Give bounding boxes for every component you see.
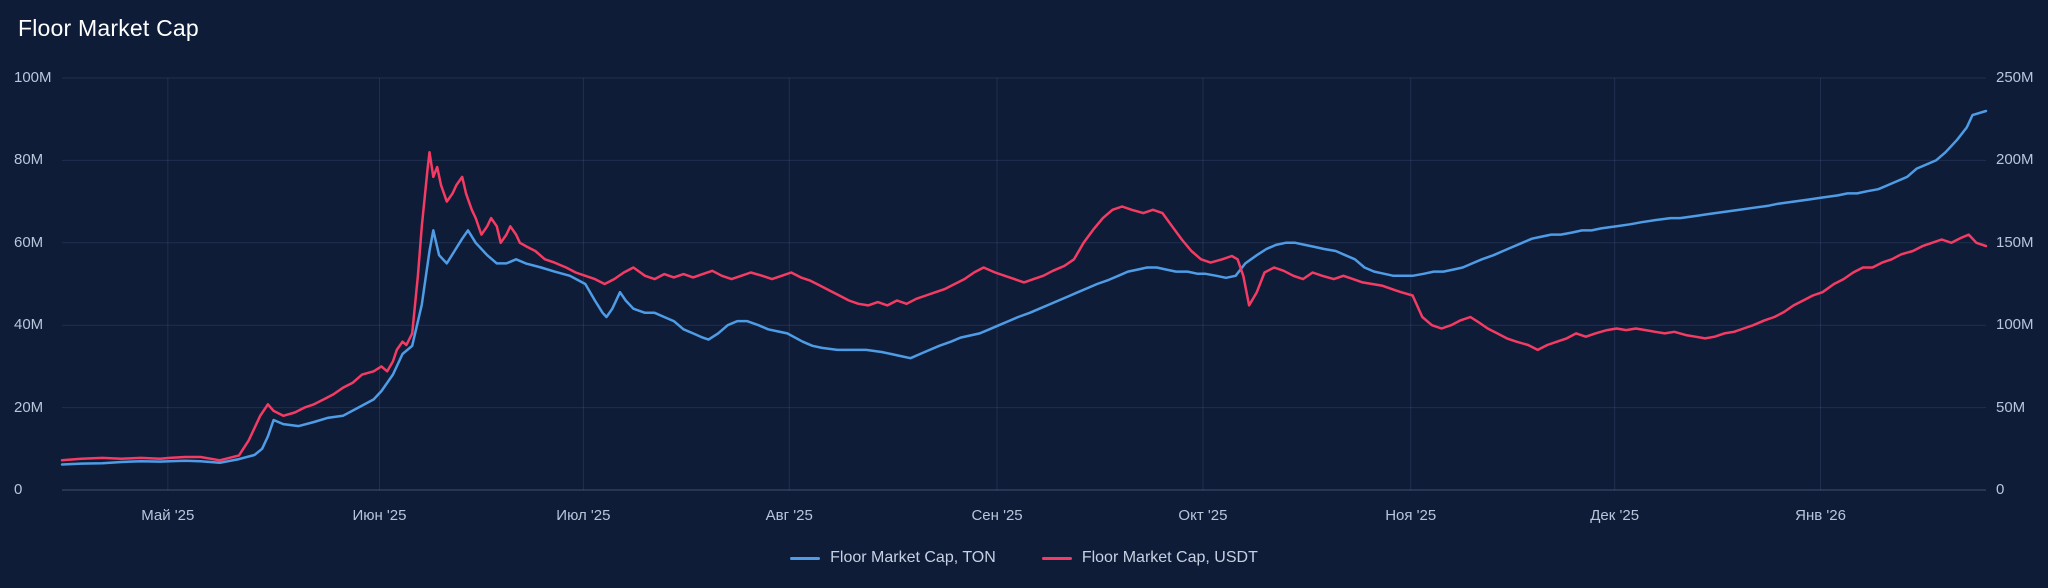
legend-item-ton[interactable]: Floor Market Cap, TON: [790, 549, 996, 567]
x-tick-label: Окт '25: [1178, 507, 1228, 524]
x-tick-label: Июн '25: [352, 507, 407, 524]
series-line-ton[interactable]: [60, 109, 1988, 466]
legend-label-usdt: Floor Market Cap, USDT: [1081, 549, 1258, 566]
x-tick-label: Янв '26: [1795, 507, 1846, 524]
y-right-tick-label: 0: [1996, 481, 2005, 498]
series-line-usdt[interactable]: [60, 150, 1988, 462]
y-left-tick-label: 80M: [14, 151, 44, 169]
x-tick-label: Авг '25: [765, 507, 813, 524]
x-tick-label: Май '25: [141, 507, 195, 524]
legend-label-ton: Floor Market Cap, TON: [830, 549, 996, 566]
legend: Floor Market Cap, TON Floor Market Cap, …: [0, 549, 2048, 567]
y-left-tick-label: 40M: [14, 316, 44, 334]
y-right-tick-label: 150M: [1996, 233, 2034, 251]
legend-item-usdt[interactable]: Floor Market Cap, USDT: [1041, 549, 1258, 567]
legend-line-marker-ton: [790, 556, 821, 560]
y-left-tick-label: 60M: [14, 233, 44, 251]
y-right-tick-label: 50M: [1996, 398, 2026, 416]
y-left-tick-label: 100M: [14, 69, 52, 86]
x-tick-label: Сен '25: [971, 507, 1023, 524]
x-tick-label: Июл '25: [556, 507, 611, 524]
y-right-tick-label: 250M: [1996, 69, 2034, 86]
y-right-tick-label: 100M: [1996, 316, 2034, 334]
x-tick-label: Дек '25: [1590, 507, 1640, 524]
chart-title: Floor Market Cap: [18, 15, 199, 41]
y-left-tick-label: 20M: [14, 398, 44, 416]
y-right-tick-label: 200M: [1996, 151, 2034, 169]
x-tick-label: Ноя '25: [1385, 507, 1437, 524]
y-left-tick-label: 0: [14, 481, 23, 498]
legend-line-marker-usdt: [1041, 556, 1072, 560]
